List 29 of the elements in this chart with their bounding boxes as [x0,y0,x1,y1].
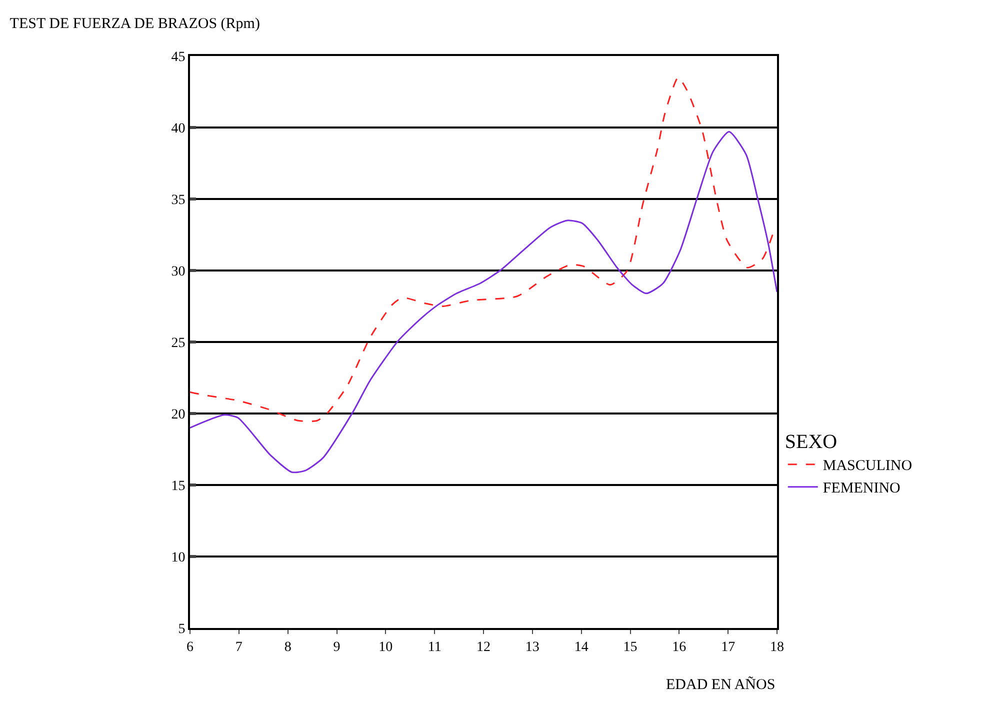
line-series [190,131,777,473]
x-tick-label: 17 [721,640,736,655]
y-tick-label: 25 [171,336,186,351]
x-tick-label: 14 [574,640,588,655]
legend-label: MASCULINO [822,458,912,474]
y-tick-label: 45 [171,50,186,65]
x-tick-label: 11 [428,640,442,655]
y-tick-label: 15 [171,478,186,494]
y-tick-label: 20 [171,407,186,422]
x-tick-label: 8 [284,640,292,655]
x-tick-label: 6 [186,640,194,655]
y-tick-label: 40 [171,121,186,136]
x-tick-label: 15 [623,640,638,655]
x-tick-label: 13 [525,640,540,655]
x-tick-label: 10 [378,640,393,655]
x-tick-label: 16 [672,640,686,655]
y-tick-label: 30 [171,264,186,280]
x-tick-label: 18 [770,640,784,655]
legend-title: SEXO [784,431,838,454]
x-tick-label: 9 [333,640,340,655]
x-tick-label: 12 [476,640,490,655]
chart-title: TEST DE FUERZA DE BRAZOS (Rpm) [10,16,260,32]
x-tick-label: 7 [235,640,242,655]
line-series [190,76,774,422]
x-axis-title: EDAD EN AÑOS [666,676,776,693]
y-tick-label: 10 [171,550,186,566]
y-tick-label: 35 [171,192,186,208]
y-tick-label: 5 [178,622,186,637]
legend-label: FEMENINO [822,480,901,497]
